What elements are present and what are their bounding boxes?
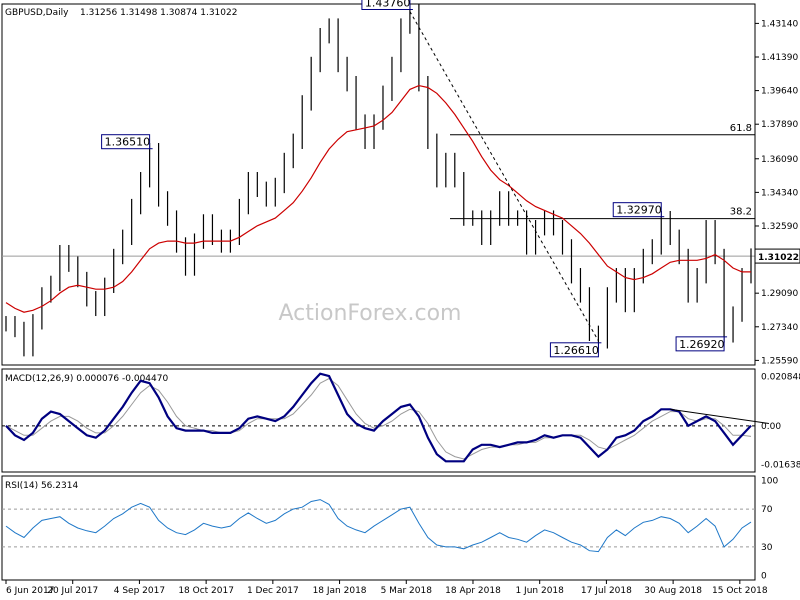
price-annotation-label: 1.32970	[616, 204, 662, 217]
price-y-tick-label: 1.25590	[761, 356, 798, 366]
panel-frame-1	[1, 368, 756, 473]
price-annotation-box	[612, 202, 662, 218]
macd-title: MACD(12,26,9) 0.000076 -0.004470	[5, 374, 168, 384]
macd-y-tick-label: -0.016389	[761, 461, 800, 471]
price-annotation-box	[549, 342, 599, 358]
moving-average-line	[5, 84, 751, 313]
price-annotation-box	[101, 134, 151, 150]
macd-y-tick-label: 0.020848	[761, 372, 800, 382]
price-annotation-label: 1.43760	[365, 0, 411, 9]
x-tick-label: 6 Jun 2017	[6, 586, 54, 596]
chart-title: GBPUSD,Daily	[5, 8, 69, 18]
macd-line	[5, 372, 752, 463]
macd-signal-line	[5, 377, 752, 460]
price-annotation-label: 1.26920	[679, 338, 725, 351]
trend-line	[409, 11, 599, 342]
rsi-y-tick-label: 0	[761, 571, 767, 581]
x-tick-label: 18 Oct 2017	[178, 586, 234, 596]
x-tick-label: 18 Jan 2018	[313, 586, 367, 596]
price-annotation-box	[675, 336, 725, 352]
macd-trend-line	[670, 408, 770, 424]
price-y-tick-label: 1.39640	[761, 87, 798, 97]
price-y-tick-label: 1.43140	[761, 19, 798, 29]
x-tick-label: 4 Sep 2017	[114, 586, 165, 596]
price-y-tick-label: 1.37890	[761, 120, 798, 130]
x-tick-label: 18 Apr 2018	[445, 586, 501, 596]
fib-level-label: 61.8	[730, 123, 752, 134]
x-tick-label: 1 Jun 2018	[515, 586, 564, 596]
grid	[1, 3, 756, 581]
price-annotation-box	[361, 0, 411, 10]
rsi-title: RSI(14) 56.2314	[5, 481, 78, 491]
price-annotation-label: 1.36510	[105, 136, 151, 149]
last-price-label: 1.31022	[758, 253, 799, 263]
macd-y-tick-label: 0.00	[761, 422, 781, 432]
watermark: ActionForex.com	[279, 301, 462, 326]
x-tick-label: 17 Jul 2018	[581, 586, 632, 596]
price-y-tick-label: 1.36090	[761, 155, 798, 165]
rsi-line	[5, 499, 752, 553]
price-y-tick-label: 1.41390	[761, 53, 798, 63]
ohlc-readout: 1.31256 1.31498 1.30874 1.31022	[80, 8, 237, 18]
x-tick-label: 5 Mar 2018	[381, 586, 433, 596]
x-tick-label: 20 Jul 2017	[47, 586, 98, 596]
price-y-tick-label: 1.32590	[761, 222, 798, 232]
rsi-y-tick-label: 30	[761, 543, 773, 553]
last-price-box	[754, 248, 800, 264]
fib-level-label: 38.2	[730, 207, 752, 218]
price-annotation-label: 1.26610	[553, 344, 599, 357]
price-y-tick-label: 1.34340	[761, 188, 798, 198]
rsi-y-tick-label: 100	[761, 477, 778, 487]
x-tick-label: 30 Aug 2018	[644, 586, 702, 596]
panel-frame-2	[1, 475, 756, 581]
price-y-tick-label: 1.27340	[761, 323, 798, 333]
rsi-y-tick-label: 70	[761, 505, 773, 515]
x-tick-label: 1 Dec 2017	[247, 586, 299, 596]
x-tick-label: 15 Oct 2018	[712, 586, 768, 596]
price-y-tick-label: 1.29090	[761, 289, 798, 299]
